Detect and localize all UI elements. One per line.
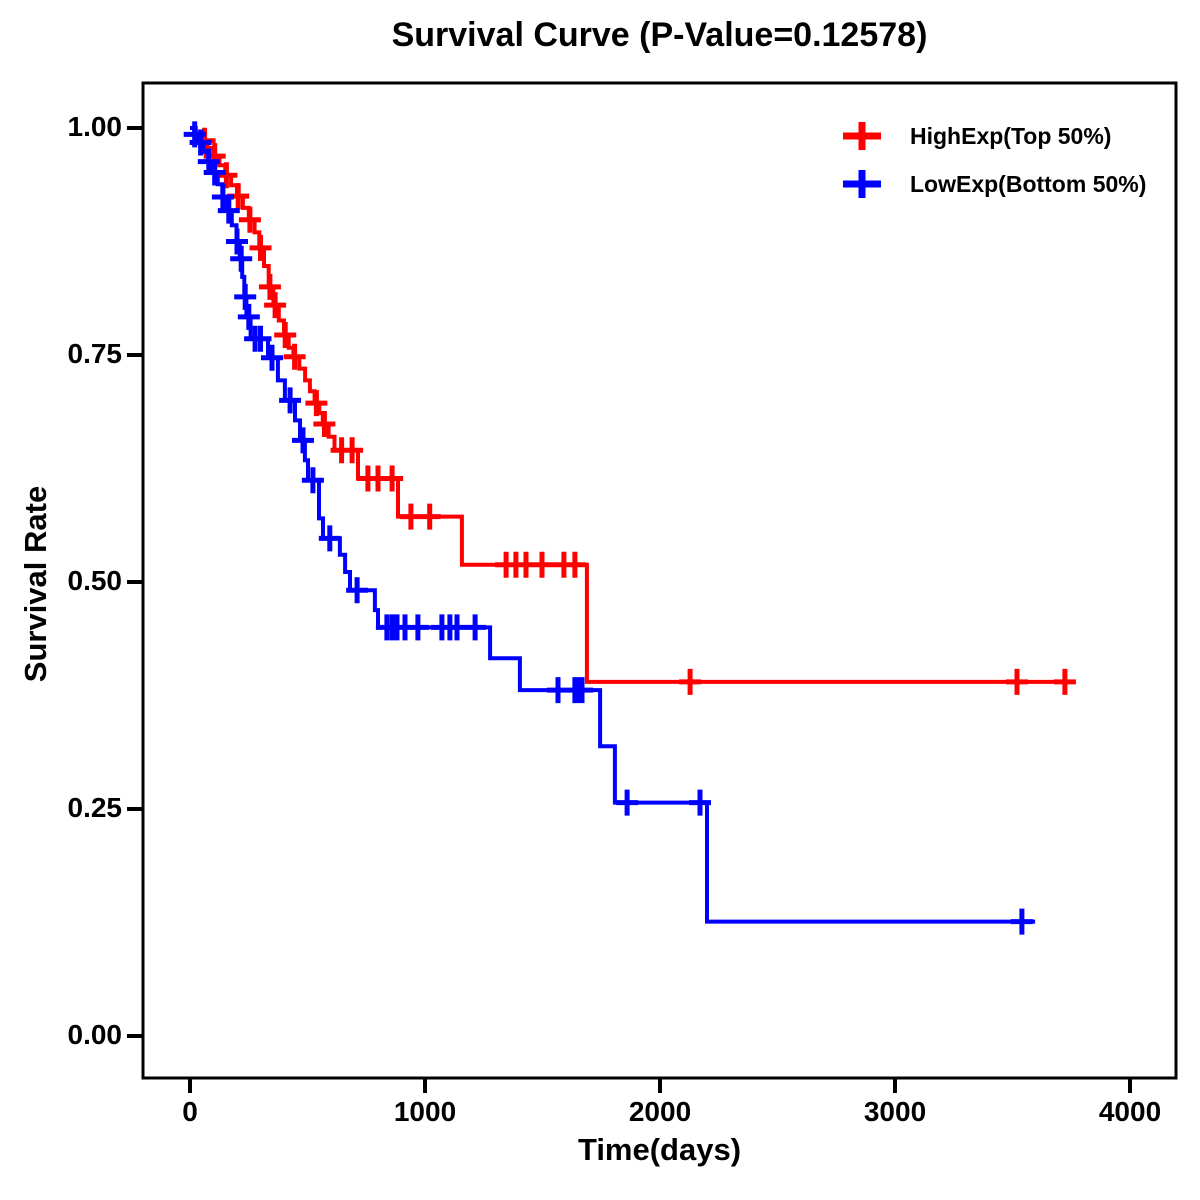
y-tick-label: 1.00 xyxy=(67,111,123,142)
x-tick-label: 4000 xyxy=(1098,1096,1162,1127)
y-tick-label: 0.50 xyxy=(67,565,123,596)
x-tick-label: 0 xyxy=(182,1096,198,1127)
survival-curve-lowexp xyxy=(190,126,1036,924)
legend-label-lowexp: LowExp(Bottom 50%) xyxy=(910,171,1147,197)
legend: HighExp(Top 50%) LowExp(Bottom 50%) xyxy=(840,120,1146,216)
legend-label-highexp: HighExp(Top 50%) xyxy=(910,123,1112,149)
legend-item-lowexp: LowExp(Bottom 50%) xyxy=(840,168,1146,200)
legend-item-highexp: HighExp(Top 50%) xyxy=(840,120,1146,152)
x-axis-title: Time(days) xyxy=(577,1132,742,1167)
survival-curve-highexp xyxy=(190,126,1074,684)
x-tick-label: 3000 xyxy=(863,1096,927,1127)
y-tick-label: 0.75 xyxy=(67,338,123,369)
lowexp-plus-marker-icon xyxy=(843,170,881,198)
x-tick-label: 2000 xyxy=(628,1096,692,1127)
highexp-plus-marker-icon xyxy=(843,122,881,150)
y-tick-label: 0.25 xyxy=(67,792,123,823)
chart-title: Survival Curve (P-Value=0.12578) xyxy=(391,16,928,54)
x-tick-label: 1000 xyxy=(393,1096,457,1127)
y-tick-label: 0.00 xyxy=(67,1019,123,1050)
censor-marks-lowexp xyxy=(183,121,1033,935)
